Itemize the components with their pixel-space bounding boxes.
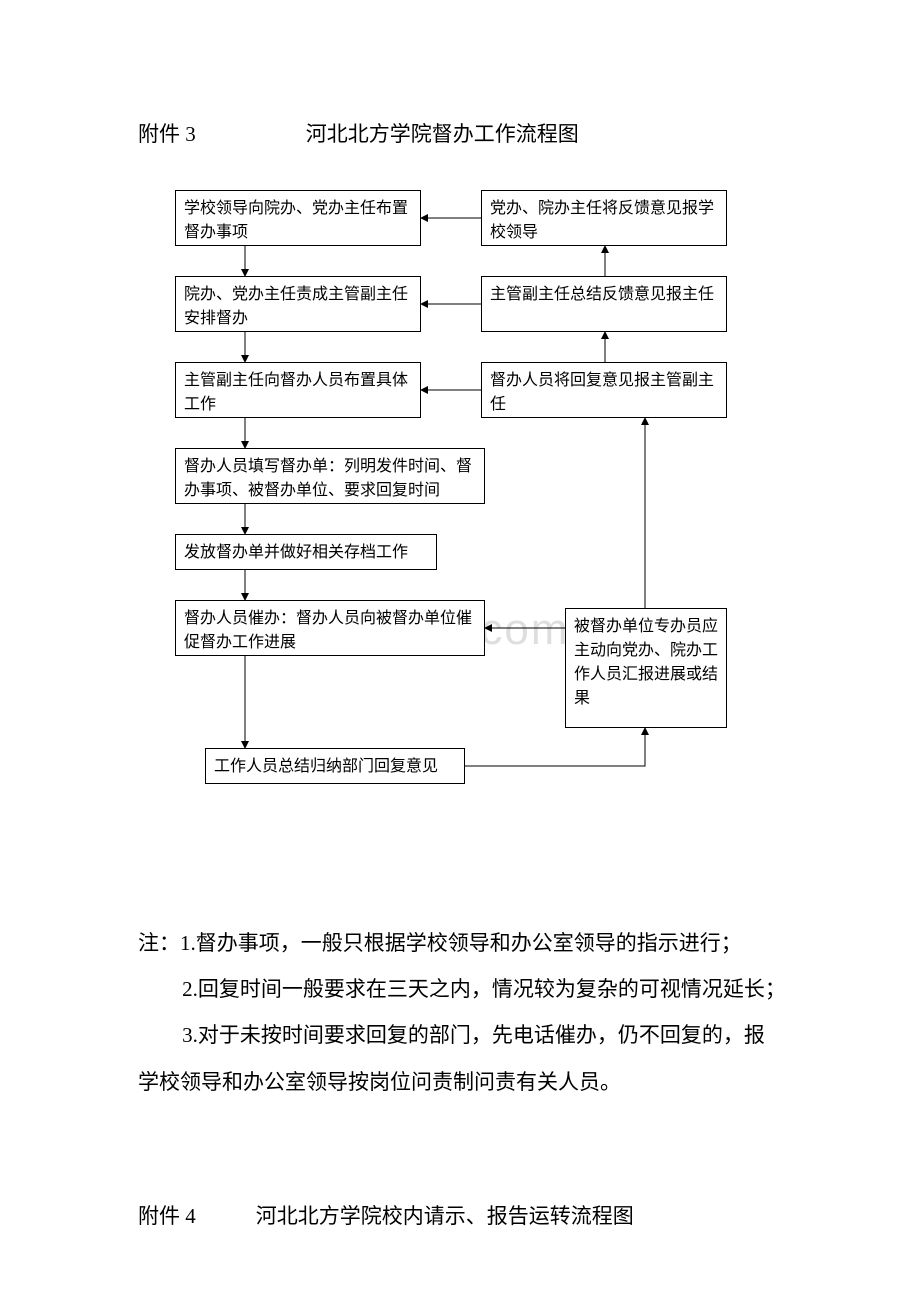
note-line-1: 注：1.督办事项，一般只根据学校领导和办公室领导的指示进行； [138, 920, 788, 966]
flow-box-b5: 主管副主任向督办人员布置具体工作 [175, 362, 421, 418]
flow-box-b3: 院办、党办主任责成主管副主任安排督办 [175, 276, 421, 332]
flow-box-b7: 督办人员填写督办单：列明发件时间、督办事项、被督办单位、要求回复时间 [175, 448, 485, 504]
flow-box-b10: 被督办单位专办员应主动向党办、院办工作人员汇报进展或结果 [565, 608, 727, 728]
flow-box-b2: 党办、院办主任将反馈意见报学校领导 [481, 190, 727, 246]
flow-box-b1: 学校领导向院办、党办主任布置督办事项 [175, 190, 421, 246]
page: 附件 3 河北北方学院督办工作流程图 www.zixin.com.cn 学校领导… [0, 0, 920, 1302]
note-item-3: 学校领导和办公室领导按岗位问责制问责有关人员。 [138, 1059, 788, 1105]
flow-box-b8: 发放督办单并做好相关存档工作 [175, 534, 437, 570]
note-item-0: 1.督办事项，一般只根据学校领导和办公室领导的指示进行； [180, 931, 742, 955]
notes-section: 注：1.督办事项，一般只根据学校领导和办公室领导的指示进行； 2.回复时间一般要… [138, 920, 788, 1105]
footer-attachment-label: 附件 4 [138, 1200, 196, 1230]
header-row: 附件 3 河北北方学院督办工作流程图 [138, 118, 800, 148]
flow-box-b11: 工作人员总结归纳部门回复意见 [205, 748, 465, 784]
footer-row: 附件 4 河北北方学院校内请示、报告运转流程图 [138, 1200, 800, 1230]
page-title: 河北北方学院督办工作流程图 [306, 118, 579, 148]
note-prefix: 注： [138, 931, 180, 955]
footer-title: 河北北方学院校内请示、报告运转流程图 [256, 1200, 634, 1230]
attachment-label: 附件 3 [138, 118, 196, 148]
flow-box-b9: 督办人员催办：督办人员向被督办单位催促督办工作进展 [175, 600, 485, 656]
note-item-1: 2.回复时间一般要求在三天之内，情况较为复杂的可视情况延长； [138, 966, 788, 1012]
flowchart: www.zixin.com.cn 学校领导向院办、党办主任布置督办事项 党办、院… [175, 190, 785, 830]
flow-box-b6: 督办人员将回复意见报主管副主任 [481, 362, 727, 418]
flow-box-b4: 主管副主任总结反馈意见报主任 [481, 276, 727, 332]
note-item-2: 3.对于未按时间要求回复的部门，先电话催办，仍不回复的，报 [138, 1012, 788, 1058]
